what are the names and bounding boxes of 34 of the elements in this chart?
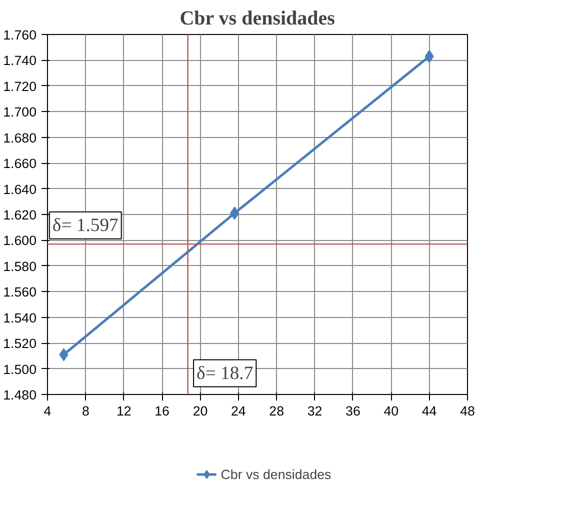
point (59, 348, 68, 362)
x-tick-label: 24 (230, 404, 246, 418)
y-tick-label: 1.760 (3, 28, 37, 42)
y-tick-label: 1.740 (3, 53, 37, 68)
point (230, 206, 240, 220)
x-tick-label: 12 (116, 404, 132, 418)
y-tick-label: 1.700 (3, 104, 37, 120)
y-tick-label: 1.520 (3, 336, 37, 352)
x-tick-label: 8 (82, 404, 90, 418)
x-tick-label: 44 (422, 404, 438, 418)
y-tick-label: 1.600 (3, 233, 37, 248)
ref-line-label: δ= 18.7 (196, 362, 254, 384)
x-tick-label: 36 (346, 404, 360, 418)
y-tick-label: 1.560 (3, 284, 37, 300)
y-tick-label: 1.620 (3, 208, 37, 222)
legend-label: Cbr vs densidades (220, 466, 332, 482)
x-tick-label: 40 (384, 404, 399, 418)
x-tick-label: 32 (307, 404, 322, 418)
y-tick-label: 1.480 (3, 388, 37, 402)
y-tick-label: 1.640 (3, 182, 37, 197)
y-tick-label: 1.580 (3, 258, 37, 274)
y-tick-label: 1.720 (3, 78, 37, 94)
x-tick-label: 20 (192, 404, 208, 418)
ref-line-label: δ= 1.597 (52, 214, 118, 236)
x-tick-label: 28 (269, 404, 284, 418)
chart-title: Cbr vs densidades (180, 8, 336, 30)
y-tick-label: 1.680 (3, 130, 37, 146)
x-tick-label: 48 (460, 404, 475, 418)
y-tick-label: 1.540 (3, 310, 37, 326)
x-tick-label: 4 (44, 404, 52, 418)
y-tick-label: 1.500 (3, 362, 37, 377)
y-tick-label: 1.660 (3, 156, 37, 172)
x-tick-label: 16 (154, 404, 170, 418)
point (424, 50, 434, 63)
